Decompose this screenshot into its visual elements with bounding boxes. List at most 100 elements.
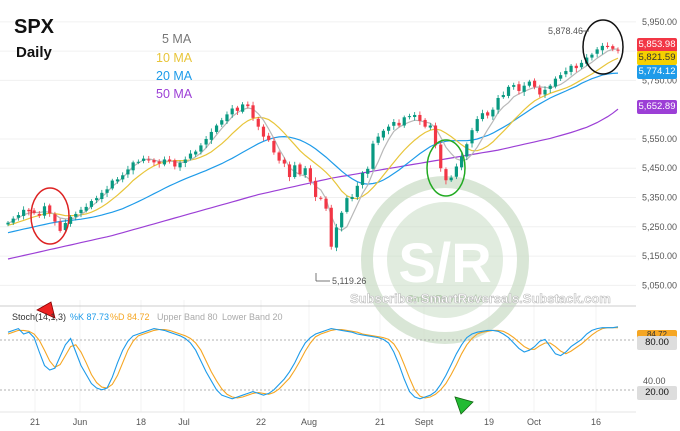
- candle-body: [324, 198, 328, 209]
- candle-body: [27, 209, 31, 212]
- subscribe-watermark: Subscribe: SmartReversals.Substack.com: [350, 291, 611, 306]
- candle-body: [32, 210, 36, 214]
- candle-body: [220, 120, 224, 125]
- candle-body: [548, 85, 552, 89]
- candle-body: [496, 97, 500, 110]
- y-tick-label: 5,450.00: [642, 163, 677, 173]
- ma5-line: [7, 48, 619, 231]
- candle-body: [42, 206, 47, 216]
- candle-body: [543, 89, 547, 95]
- candle-body: [439, 144, 443, 169]
- highlight-circle-oct: [582, 19, 624, 75]
- candle-body: [277, 152, 281, 161]
- candle-body: [600, 45, 604, 51]
- candle-body: [230, 108, 234, 115]
- candle-body: [246, 104, 250, 107]
- stoch-badge-d: 84.72: [637, 330, 677, 339]
- x-tick-label: Oct: [527, 417, 542, 427]
- candle-body: [84, 206, 88, 211]
- candle-body: [152, 160, 156, 163]
- x-tick-label: Aug: [301, 417, 317, 427]
- candle-body: [480, 113, 485, 120]
- stoch-badge-upper: 80.00: [637, 336, 677, 350]
- x-tick-label: Jun: [73, 417, 88, 427]
- candle-body: [11, 218, 15, 223]
- candle-body: [386, 126, 391, 131]
- candle-body: [527, 81, 531, 86]
- candle-body: [110, 180, 114, 189]
- watermark-logo: S/R SmartReversals: [361, 176, 529, 344]
- candle-body: [199, 145, 203, 152]
- candle-body: [241, 104, 245, 112]
- candle-body: [454, 166, 458, 177]
- candle-body: [569, 65, 573, 72]
- y-tick-label: 5,350.00: [642, 193, 677, 203]
- candle-body: [491, 109, 495, 117]
- candle-body: [261, 126, 266, 137]
- candle-body: [183, 159, 187, 163]
- candle-body: [267, 135, 271, 141]
- price-badge-10ma: 5,821.59: [637, 51, 677, 65]
- candle-body: [532, 80, 537, 87]
- candle-body: [141, 158, 146, 161]
- high-label: 5,878.46: [548, 26, 583, 36]
- candle-body: [256, 118, 260, 127]
- candle-body: [308, 168, 312, 182]
- candle-body: [147, 159, 151, 161]
- watermark-logo-text: S/R: [398, 231, 491, 294]
- x-tick-label: 16: [591, 417, 601, 427]
- legend-20ma: 20 MA: [156, 69, 193, 83]
- x-tick-label: 21: [30, 417, 40, 427]
- candle-body: [214, 125, 219, 132]
- candle-body: [418, 114, 422, 121]
- candle-body: [501, 95, 505, 98]
- candle-body: [506, 86, 511, 96]
- candle-body: [53, 214, 57, 222]
- candle-body: [376, 136, 380, 143]
- candle-body: [616, 49, 620, 51]
- candle-body: [397, 122, 401, 126]
- candle-body: [590, 54, 594, 58]
- stoch-legend-lower: Lower Band 20: [222, 312, 283, 322]
- red-arrow: [36, 301, 56, 319]
- candle-body: [95, 198, 99, 201]
- candle-body: [131, 162, 135, 171]
- candle-body: [340, 212, 344, 228]
- candle-body: [287, 164, 292, 178]
- candles: [6, 42, 620, 252]
- stoch-badge-lower: 20.00: [637, 386, 677, 400]
- candle-body: [126, 169, 130, 175]
- candle-body: [407, 116, 412, 118]
- highlight-circles: [30, 19, 624, 245]
- candle-body: [74, 213, 78, 217]
- candle-body: [319, 197, 323, 199]
- y-tick-label: 5,550.00: [642, 134, 677, 144]
- y-tick-label: 5,250.00: [642, 222, 677, 232]
- candle-body: [423, 119, 427, 127]
- price-badge-20ma: 5,774.12: [637, 65, 677, 79]
- candle-body: [564, 71, 568, 75]
- candle-body: [371, 143, 375, 169]
- candle-body: [251, 105, 255, 118]
- candle-body: [298, 164, 302, 175]
- candle-body: [433, 125, 438, 146]
- candle-body: [574, 65, 578, 69]
- candle-body: [6, 222, 10, 225]
- candle-body: [272, 141, 276, 153]
- x-tick-label: Sept: [415, 417, 434, 427]
- candle-body: [204, 138, 208, 145]
- candle-body: [355, 185, 359, 197]
- legend-50ma: 50 MA: [156, 87, 193, 101]
- candle-body: [303, 168, 307, 175]
- price-badge-5ma: 5,853.98: [637, 38, 677, 52]
- green-arrow: [454, 396, 474, 415]
- candle-body: [58, 221, 62, 231]
- candle-body: [16, 215, 21, 218]
- candle-body: [459, 156, 464, 168]
- candle-body: [428, 125, 432, 128]
- legend-10ma: 10 MA: [156, 51, 193, 65]
- x-tick-label: 19: [484, 417, 494, 427]
- candle-body: [293, 165, 297, 178]
- candle-body: [611, 46, 615, 49]
